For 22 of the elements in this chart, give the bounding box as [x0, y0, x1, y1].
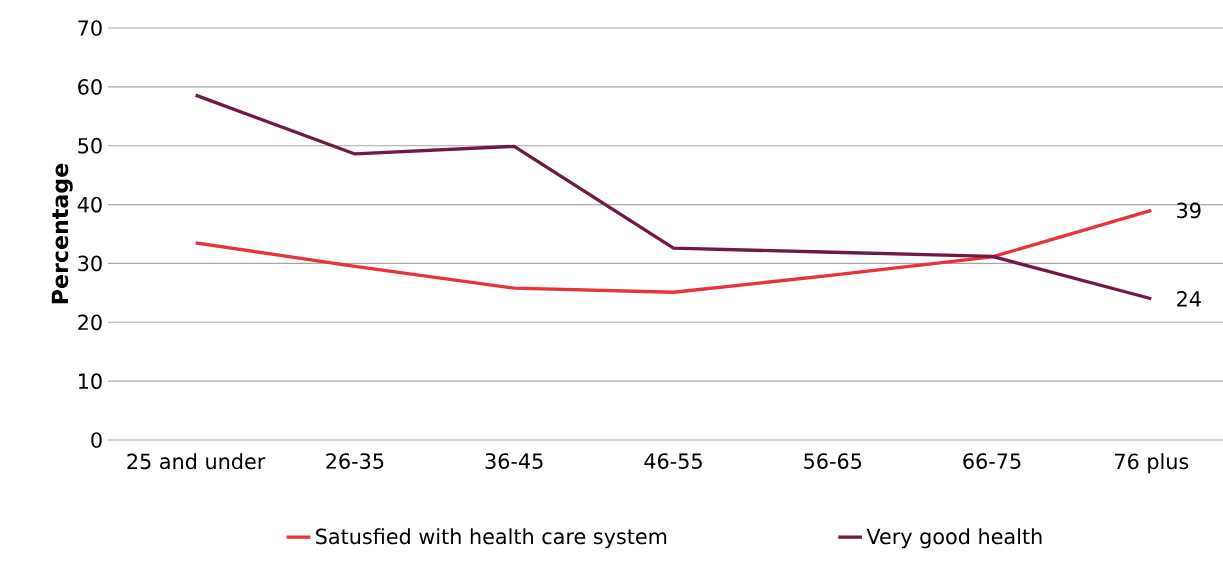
y-tick-label: 50 [78, 137, 102, 154]
line-series [193, 208, 1153, 294]
x-tick-label: 56-65 [804, 453, 862, 469]
y-tick-label: 40 [77, 196, 102, 213]
y-tick-label: 60 [78, 79, 102, 95]
y-axis-title: Percentage [51, 163, 73, 304]
x-tick-label: 26-35 [326, 453, 384, 469]
y-tick-label: 10 [78, 373, 102, 389]
legend-label: Satusfied with health care system [316, 528, 667, 549]
y-tick-label: 0 [91, 432, 102, 448]
data-label: 39 [1177, 202, 1201, 219]
x-tick-label: 76 plus [1115, 453, 1189, 474]
line-series [193, 93, 1153, 301]
x-tick-label: 25 and under [127, 453, 266, 470]
y-tick-label: 70 [78, 20, 102, 36]
data-label: 24 [1177, 291, 1201, 307]
x-tick-label: 66-75 [963, 453, 1021, 469]
x-tick-label: 46-55 [644, 453, 702, 469]
y-tick-label: 20 [78, 314, 102, 331]
y-tick-label: 30 [78, 255, 102, 272]
legend-label: Very good health [866, 528, 1042, 549]
x-tick-label: 36-45 [485, 453, 543, 469]
